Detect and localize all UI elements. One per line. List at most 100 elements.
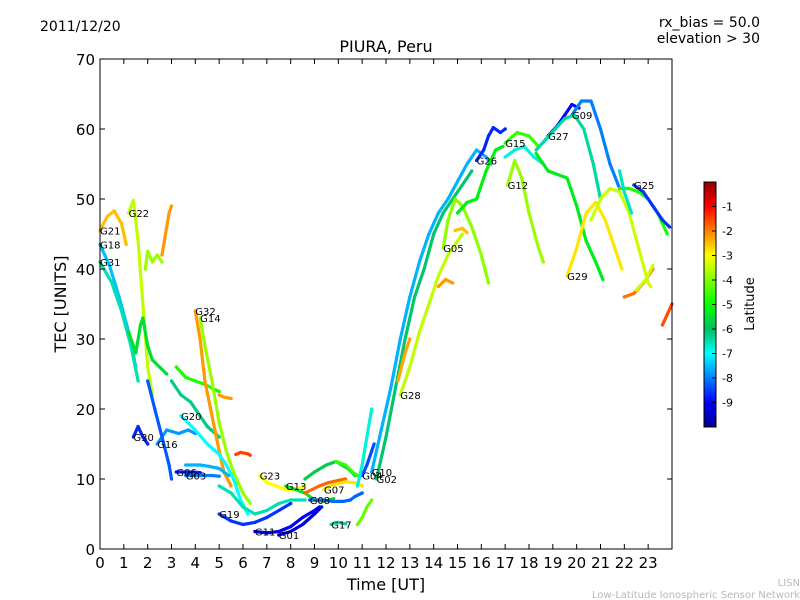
data-point — [384, 435, 388, 439]
series-trace-g12 — [506, 158, 545, 264]
data-point — [351, 470, 355, 474]
data-point — [341, 499, 345, 503]
prn-label-g10: G10 — [372, 468, 392, 479]
data-point — [174, 365, 178, 369]
data-point — [589, 99, 593, 103]
data-point — [436, 284, 440, 289]
series-trace-g09 — [570, 99, 622, 191]
data-point — [589, 218, 593, 222]
data-point — [622, 295, 626, 299]
x-tick-label: 15 — [448, 554, 467, 572]
prn-label-g21: G21 — [100, 227, 120, 238]
data-point — [408, 365, 412, 369]
data-point — [570, 102, 574, 107]
data-point — [332, 497, 336, 501]
data-point — [277, 529, 281, 534]
colorbar-ticks: -1 -2 -3 -4 -5 -6 -7 -8 -9 — [712, 201, 733, 410]
data-point — [131, 435, 135, 439]
data-point — [651, 263, 655, 268]
data-point — [470, 225, 474, 229]
prn-label-g17: G17 — [331, 521, 351, 532]
data-point — [591, 162, 595, 166]
data-point — [289, 501, 293, 506]
data-point — [417, 330, 421, 334]
data-point — [494, 148, 498, 152]
data-point — [131, 198, 135, 202]
data-point — [253, 512, 257, 516]
data-point — [320, 505, 324, 509]
data-point — [241, 491, 245, 495]
data-point — [112, 209, 116, 213]
data-point — [153, 407, 157, 411]
data-point — [231, 477, 236, 481]
data-point — [634, 288, 638, 292]
data-point — [169, 379, 174, 383]
data-point — [343, 522, 348, 526]
data-point — [646, 281, 650, 285]
data-point — [327, 480, 331, 485]
colorbar-tick-label: -7 — [722, 348, 733, 361]
data-point — [160, 253, 164, 257]
data-point — [217, 435, 221, 439]
data-point — [241, 505, 245, 509]
data-point — [582, 127, 586, 131]
prn-label-g05: G05 — [443, 244, 463, 255]
data-point — [665, 312, 669, 317]
data-point — [594, 200, 598, 205]
data-point — [343, 463, 348, 467]
data-point — [436, 274, 440, 278]
data-point — [231, 470, 236, 474]
data-point — [210, 414, 214, 418]
colorbar-tick-label: -9 — [722, 397, 733, 410]
data-point — [413, 295, 417, 299]
x-axis: 0 1 2 3 4 5 6 7 8 9 10 11 12 13 14 15 16 17 18 19 20 21 22 23 — [95, 59, 658, 572]
data-point — [403, 351, 407, 355]
data-point — [150, 358, 154, 362]
data-point — [446, 218, 450, 222]
data-point — [398, 393, 402, 397]
data-point — [169, 477, 174, 481]
y-tick-label: 60 — [76, 121, 95, 139]
data-point — [146, 365, 150, 369]
data-point — [446, 253, 450, 257]
data-point — [370, 449, 374, 453]
data-point — [575, 204, 579, 208]
series-trace-g10 — [370, 148, 493, 474]
x-tick-label: 3 — [167, 554, 177, 572]
data-point — [265, 508, 269, 513]
y-tick-label: 0 — [85, 541, 95, 559]
data-point — [620, 267, 624, 271]
x-tick-label: 20 — [567, 554, 586, 572]
data-point — [355, 484, 359, 488]
data-point — [465, 231, 469, 235]
data-point — [668, 225, 672, 229]
data-point — [334, 459, 338, 464]
data-point — [665, 232, 669, 236]
data-point — [184, 375, 188, 380]
data-point — [234, 452, 238, 457]
x-tick-label: 13 — [400, 554, 419, 572]
data-point — [491, 126, 495, 130]
colorbar-label: Latitude — [743, 277, 758, 331]
rx-bias-label: rx_bias = 50.0 — [659, 15, 760, 31]
data-point — [217, 474, 221, 478]
data-point — [127, 211, 131, 215]
data-point — [203, 344, 207, 348]
data-point — [332, 499, 336, 503]
data-point — [644, 277, 648, 282]
data-point — [372, 442, 376, 446]
data-point — [160, 260, 164, 264]
data-point — [205, 442, 209, 446]
colorbar-tick-label: -6 — [722, 323, 733, 336]
series-trace-28 — [334, 459, 359, 478]
data-point — [167, 463, 171, 467]
data-point — [308, 498, 312, 502]
x-tick-label: 8 — [286, 554, 296, 572]
data-point — [241, 522, 245, 527]
data-point — [229, 519, 233, 523]
data-point — [119, 309, 124, 313]
data-point — [179, 393, 183, 397]
data-point — [441, 246, 445, 250]
data-point — [107, 263, 112, 268]
